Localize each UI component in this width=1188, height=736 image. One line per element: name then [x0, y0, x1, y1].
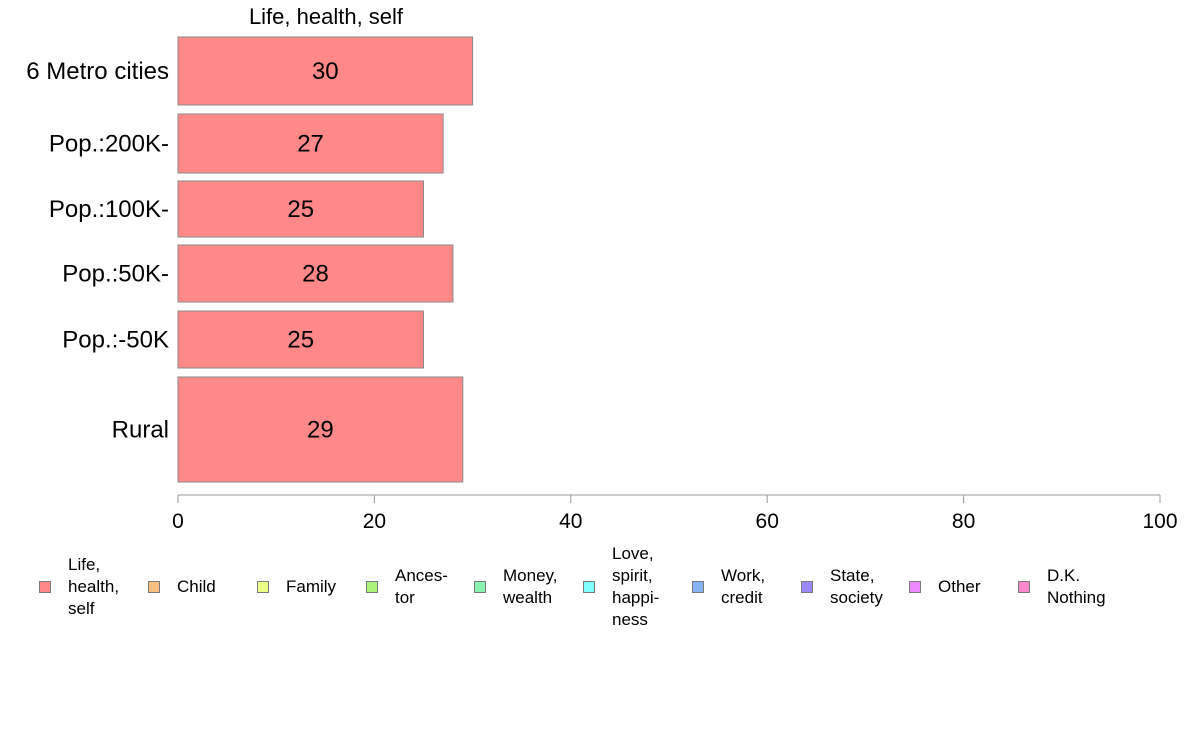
category-label: 6 Metro cities: [26, 58, 169, 85]
bar: [177, 310, 424, 369]
bar: [177, 180, 424, 238]
x-tick-label: 100: [1142, 510, 1177, 533]
data-label: 25: [287, 327, 314, 354]
data-label: 27: [297, 131, 324, 158]
data-label: 28: [302, 261, 329, 288]
category-label: Pop.:-50K: [62, 327, 169, 354]
bar: [177, 113, 444, 174]
bar: [177, 36, 474, 106]
bar: [177, 376, 464, 483]
x-tick-label: 20: [363, 510, 386, 533]
x-tick-label: 40: [559, 510, 582, 533]
category-label: Pop.:200K-: [49, 131, 169, 158]
category-label: Pop.:50K-: [62, 261, 169, 288]
x-tick-label: 0: [172, 510, 184, 533]
x-tick-label: 80: [952, 510, 975, 533]
bar: [177, 244, 454, 303]
data-label: 29: [307, 417, 334, 444]
category-label: Rural: [112, 417, 169, 444]
data-label: 25: [287, 196, 314, 223]
x-tick-label: 60: [756, 510, 779, 533]
category-label: Pop.:100K-: [49, 196, 169, 223]
chart-title: Life, health, self: [249, 4, 404, 29]
data-label: 30: [312, 58, 339, 85]
